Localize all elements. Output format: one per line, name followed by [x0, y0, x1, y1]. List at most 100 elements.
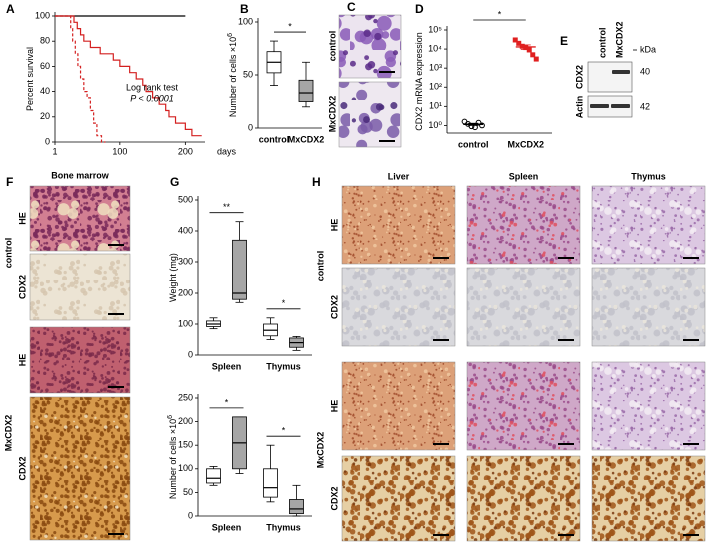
y-tick-label: 50 — [243, 69, 253, 79]
image-row-label: HE — [329, 400, 339, 413]
micrograph — [466, 361, 581, 451]
y-axis-label-sup: 6 — [167, 415, 174, 419]
micrograph — [466, 185, 581, 265]
panel-label: E — [560, 34, 568, 48]
y-axis-label-sup: 6 — [227, 33, 234, 37]
data-point — [475, 119, 482, 126]
y-tick-label: 40 — [40, 86, 50, 96]
box — [298, 79, 314, 102]
image-row-label: MxCDX2 — [327, 96, 337, 133]
y-tick-label: 100 — [35, 10, 50, 20]
image-group-label: MxCDX2 — [3, 415, 13, 452]
y-tick-label: 100 — [178, 318, 193, 328]
box — [232, 239, 247, 300]
y-tick-label: 100 — [238, 16, 253, 26]
image-row-label: HE — [17, 212, 27, 225]
y-axis-label: Percent survival — [25, 47, 35, 111]
image-row-label: HE — [329, 219, 339, 232]
micrograph — [29, 253, 131, 321]
micrograph — [29, 185, 131, 252]
significance-label: * — [282, 426, 286, 436]
panel-label: H — [312, 175, 321, 189]
y-axis-label: Number of cells ×106 — [167, 415, 179, 499]
blot — [587, 95, 633, 118]
y-tick-label: 200 — [178, 287, 193, 297]
image-row-label: CDX2 — [17, 456, 27, 480]
significance-label: ** — [223, 202, 231, 212]
x-tick-label: control — [458, 139, 489, 149]
micrograph — [466, 455, 581, 542]
blot-band — [590, 104, 609, 108]
image-row-label: control — [327, 31, 337, 62]
blot-unit: kDa — [640, 44, 656, 54]
y-tick-label: 50 — [183, 487, 193, 497]
y-axis-label-text: Number of cells ×10 — [228, 37, 238, 117]
micrograph — [591, 185, 706, 265]
micrograph — [338, 14, 402, 79]
micrograph — [341, 361, 456, 451]
image-group-label: control — [315, 251, 325, 282]
y-axis-label: Weight (mg) — [168, 253, 178, 302]
y-axis-label-text: Percent survival — [25, 47, 35, 111]
y-axis-label-text: Weight (mg) — [168, 253, 178, 302]
y-tick-label: 10¹ — [429, 101, 442, 111]
panel-label: G — [170, 175, 179, 189]
image-column-label: Spleen — [509, 171, 539, 181]
data-point — [533, 56, 539, 62]
micrograph — [341, 267, 456, 347]
panel-label: A — [6, 2, 15, 16]
y-axis-label: Number of cells ×106 — [227, 33, 239, 117]
x-tick-label: 200 — [178, 146, 193, 156]
micrograph — [591, 361, 706, 451]
image-row-label: CDX2 — [329, 486, 339, 510]
survival-curve — [55, 15, 202, 137]
data-point — [479, 122, 485, 129]
data-point — [516, 40, 522, 46]
x-tick-label: 100 — [112, 146, 127, 156]
blot-row-label: Actin — [574, 96, 584, 119]
micrograph — [341, 455, 456, 542]
image-column-label: Liver — [388, 171, 410, 181]
annotation: Log rank test — [126, 82, 179, 92]
micrograph — [29, 396, 131, 541]
panel-label: D — [415, 2, 424, 16]
significance-label: * — [225, 397, 229, 407]
y-tick-label: 10³ — [429, 63, 442, 73]
micrograph — [338, 81, 402, 148]
micrograph — [29, 326, 131, 394]
x-tick-label: MxCDX2 — [507, 139, 544, 149]
blot-column-label: control — [597, 28, 607, 59]
y-tick-label: 100 — [178, 463, 193, 473]
blot-row-label: CDX2 — [574, 65, 584, 89]
y-tick-label: 10⁵ — [428, 24, 442, 34]
panel-label: F — [6, 175, 13, 189]
y-axis-label: CDX2 mRNA expression — [414, 32, 424, 131]
y-tick-label: 80 — [40, 36, 50, 46]
y-tick-label: 10⁴ — [428, 43, 442, 53]
y-tick-label: 150 — [178, 440, 193, 450]
y-tick-label: 200 — [178, 416, 193, 426]
y-tick-label: 400 — [178, 225, 193, 235]
image-group-label: control — [3, 238, 13, 269]
blot-band — [611, 104, 630, 108]
y-tick-label: 300 — [178, 256, 193, 266]
image-group-label: MxCDX2 — [315, 432, 325, 469]
data-point — [526, 47, 532, 53]
y-axis-label-text: Number of cells ×10 — [168, 419, 178, 499]
annotation: P < 0.0001 — [130, 93, 173, 103]
box — [206, 468, 221, 484]
x-tick-label: Spleen — [212, 522, 242, 532]
blot-size: 40 — [640, 66, 650, 76]
significance-label: * — [498, 9, 502, 19]
panel-label: B — [240, 2, 249, 16]
significance-label: * — [282, 298, 286, 308]
x-tick-label: MxCDX2 — [288, 134, 325, 144]
x-axis-label: days — [217, 146, 237, 156]
x-tick-label: Thymus — [266, 522, 301, 532]
panel-label: C — [347, 0, 356, 14]
data-point — [530, 52, 536, 58]
micrograph — [466, 267, 581, 347]
blot-size: 42 — [640, 101, 650, 111]
image-row-label: CDX2 — [329, 295, 339, 319]
